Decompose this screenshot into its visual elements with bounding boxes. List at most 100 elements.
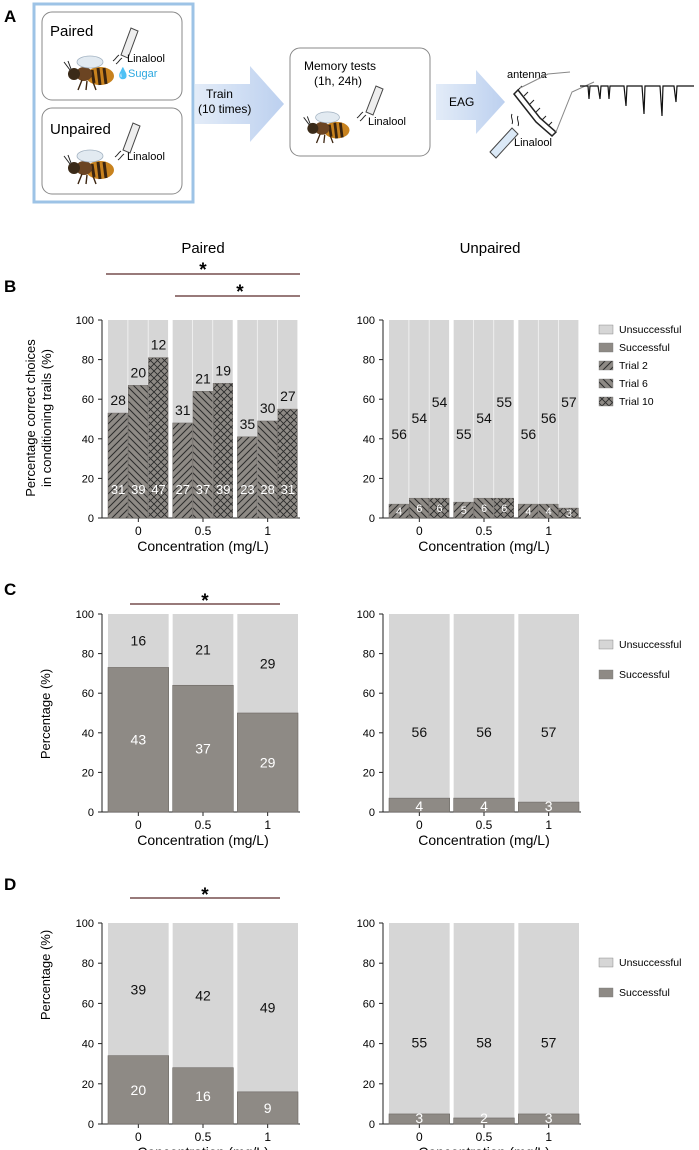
antenna-label: antenna: [507, 69, 548, 81]
x-tick-label: 0: [416, 524, 423, 538]
panel-label-a: A: [4, 7, 16, 26]
antenna-icon: [512, 71, 595, 138]
success-count-label: 3: [545, 798, 553, 814]
ylabel-d: Percentage (%): [38, 930, 53, 1020]
ylabel-b-line2: in conditioning trails (%): [39, 349, 54, 487]
y-tick-label: 60: [363, 688, 375, 700]
bar-successful: [453, 1117, 515, 1125]
x-tick-label: 0.5: [195, 524, 212, 538]
eag-arrow: [436, 70, 505, 134]
fail-count-label: 20: [131, 364, 147, 380]
fail-count-label: 49: [260, 999, 276, 1015]
bar-unsuccessful: [237, 320, 257, 437]
bar-unsuccessful: [518, 923, 579, 1114]
unpaired-label: Unpaired: [50, 121, 111, 138]
legend-label: Successful: [619, 342, 670, 354]
eag-label: EAG: [449, 95, 474, 109]
fail-count-label: 58: [476, 1035, 492, 1051]
legend-label: Unsuccessful: [619, 324, 681, 336]
fail-count-label: 54: [476, 410, 492, 426]
x-tick-label: 0.5: [476, 818, 493, 832]
fail-count-label: 55: [456, 426, 472, 442]
paired-label: Paired: [50, 23, 93, 40]
success-count-label: 23: [240, 482, 254, 497]
success-count-label: 31: [111, 482, 125, 497]
success-count-label: 4: [396, 506, 402, 518]
memory-linalool-label: Linalool: [368, 116, 406, 128]
sig-star-c: *: [201, 591, 209, 612]
eag-pipette-icon: [489, 113, 520, 159]
panel-label-c: C: [4, 580, 16, 599]
y-tick-label: 60: [363, 998, 375, 1010]
bar-unsuccessful: [108, 320, 128, 414]
y-tick-label: 60: [82, 998, 94, 1010]
bar-successful: [107, 412, 128, 519]
bar-unsuccessful: [453, 614, 515, 799]
x-tick-label: 1: [545, 818, 552, 832]
fail-count-label: 57: [541, 1035, 557, 1051]
fail-count-label: 39: [131, 981, 147, 997]
y-tick-label: 20: [82, 473, 94, 485]
sugar-label: Sugar: [128, 68, 158, 80]
chart-c-unpaired: 0 20 40 60 80 100 0 4 56 0.5 4 56 1 3 57 Concentration …: [357, 609, 682, 848]
bar-successful: [388, 1113, 450, 1125]
x-tick-label: 1: [264, 1130, 271, 1144]
bar-successful: [558, 507, 579, 519]
chart-c-paired: 0 20 40 60 80 100 0 43 16 0.5 37 21 1 29 29 Concentrati…: [76, 609, 300, 848]
y-tick-label: 80: [82, 649, 94, 661]
bar-successful: [237, 1091, 299, 1125]
bar-unsuccessful: [389, 614, 450, 799]
y-tick-label: 0: [88, 513, 94, 525]
bar-unsuccessful: [148, 320, 169, 358]
bar-unsuccessful: [237, 923, 298, 1092]
fail-count-label: 12: [151, 337, 167, 353]
bar-unsuccessful: [172, 320, 193, 423]
y-tick-label: 80: [82, 958, 94, 970]
x-tick-label: 1: [545, 1130, 552, 1144]
bar-successful: [212, 383, 233, 519]
eag-linalool-label: Linalool: [514, 137, 552, 149]
fail-count-label: 21: [195, 642, 211, 658]
y-tick-label: 40: [82, 728, 94, 740]
bar-successful: [277, 408, 298, 519]
bar-unsuccessful: [277, 320, 298, 410]
bar-unsuccessful: [518, 320, 538, 505]
paired-pipette-icon: [112, 27, 139, 65]
y-tick-label: 0: [88, 807, 94, 819]
y-tick-label: 60: [363, 394, 375, 406]
y-tick-label: 0: [369, 513, 375, 525]
memory-tests-label: Memory tests: [304, 59, 376, 73]
success-count-label: 6: [501, 503, 507, 515]
train-times: (10 times): [198, 102, 251, 116]
bar-unsuccessful: [473, 320, 494, 499]
success-count-label: 43: [131, 732, 147, 748]
legend-swatch: [598, 378, 614, 389]
y-tick-label: 20: [363, 1079, 375, 1091]
y-tick-label: 0: [369, 807, 375, 819]
bar-successful: [107, 667, 169, 813]
x-axis-label: Concentration (mg/L): [418, 1144, 550, 1150]
x-tick-label: 0: [135, 1130, 142, 1144]
bar-successful: [518, 503, 539, 519]
x-tick-label: 0.5: [195, 818, 212, 832]
bar-unsuccessful: [494, 320, 514, 499]
legend-swatch: [598, 669, 614, 680]
fail-count-label: 29: [260, 656, 276, 672]
success-count-label: 4: [415, 798, 423, 814]
bar-successful: [172, 1067, 234, 1125]
legend-label: Trial 2: [619, 360, 648, 372]
bar-unsuccessful: [453, 923, 515, 1118]
x-tick-label: 0: [135, 524, 142, 538]
success-count-label: 29: [260, 755, 276, 771]
train-arrow: [195, 66, 284, 142]
bar-successful: [192, 391, 213, 519]
bar-successful: [408, 497, 430, 519]
success-count-label: 47: [151, 482, 165, 497]
x-axis-label: Concentration (mg/L): [418, 538, 550, 554]
bar-unsuccessful: [257, 320, 278, 421]
x-tick-label: 0: [416, 818, 423, 832]
success-count-label: 3: [415, 1110, 423, 1126]
chart-d-unpaired: 0 20 40 60 80 100 0 3 55 0.5 2 58 1 3 57 Concentration …: [357, 918, 682, 1150]
y-tick-label: 40: [363, 434, 375, 446]
bar-successful: [538, 503, 559, 519]
